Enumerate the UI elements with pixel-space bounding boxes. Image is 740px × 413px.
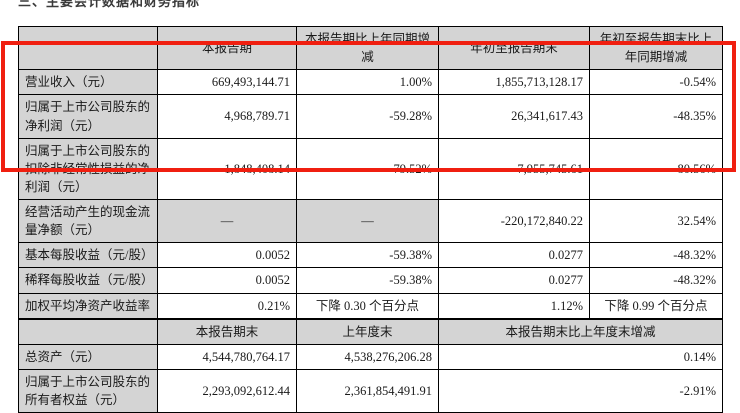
header-cell-ytd: 年初至报告期末 [438,25,590,71]
header-cell-period-end: 本报告期末 [157,318,297,345]
row-label-owners-equity: 归属于上市公司股东的所有者权益（元） [18,368,158,413]
cell-cash-flow-current-yoy: — [296,198,439,244]
cell-basic-eps-current-yoy: -59.38% [296,242,439,269]
cell-total-assets-prior-year-end: 4,538,276,206.28 [296,343,439,370]
table-row: 总资产（元） 4,544,780,764.17 4,538,276,206.28… [18,343,723,370]
cell-diluted-eps-ytd-yoy: -48.32% [589,267,723,294]
table-header-row: 本报告期 本报告期比上年同期增减 年初至报告期末 年初至报告期末比上年同期增减 [18,25,723,71]
row-label-weighted-roe: 加权平均净资产收益率 [18,292,158,319]
table-row: 经营活动产生的现金流量净额（元） — — -220,172,840.22 32.… [18,198,723,244]
cell-owners-equity-prior-year-end: 2,361,854,491.91 [296,368,439,413]
cell-total-assets-period-end: 4,544,780,764.17 [157,343,297,370]
cell-basic-eps-ytd: 0.0277 [438,242,590,269]
quarterly-results-table: 本报告期 本报告期比上年同期增减 年初至报告期末 年初至报告期末比上年同期增减 … [18,25,723,319]
table-row: 归属于上市公司股东的所有者权益（元） 2,293,092,612.44 2,36… [18,368,723,413]
cell-net-profit-excl-ytd-yoy: -80.56% [589,137,723,201]
table-row: 归属于上市公司股东的净利润（元） 4,968,789.71 -59.28% 26… [18,94,723,139]
cell-cash-flow-ytd: -220,172,840.22 [438,198,590,244]
cell-cash-flow-current: — [157,198,297,244]
table-row: 加权平均净资产收益率 0.21% 下降 0.30 个百分点 1.12% 下降 0… [18,292,723,319]
cell-net-profit-ytd-yoy: -48.35% [589,94,723,139]
cell-revenue-current: 669,493,144.71 [157,69,297,96]
table-header-row: 本报告期末 上年度末 本报告期末比上年度末增减 [18,318,723,345]
cell-diluted-eps-ytd: 0.0277 [438,267,590,294]
cell-net-profit-ytd: 26,341,617.43 [438,94,590,139]
header-cell-current-period: 本报告期 [157,25,297,71]
header-cell-blank-2 [18,318,158,345]
cell-cash-flow-ytd-yoy: 32.54% [589,198,723,244]
row-label-basic-eps: 基本每股收益（元/股） [18,242,158,269]
cell-diluted-eps-current-yoy: -59.38% [296,267,439,294]
header-cell-period-end-change: 本报告期末比上年度末增减 [438,318,723,345]
row-label-diluted-eps: 稀释每股收益（元/股） [18,267,158,294]
cell-revenue-current-yoy: 1.00% [296,69,439,96]
cell-net-profit-excl-ytd: 7,955,745.61 [438,137,590,201]
row-label-total-assets: 总资产（元） [18,343,158,370]
table-row: 基本每股收益（元/股） 0.0052 -59.38% 0.0277 -48.32… [18,242,723,269]
table-row: 稀释每股收益（元/股） 0.0052 -59.38% 0.0277 -48.32… [18,267,723,294]
cell-net-profit-excl-current-yoy: -79.52% [296,137,439,201]
cell-revenue-ytd: 1,855,713,128.17 [438,69,590,96]
header-cell-prior-year-end: 上年度末 [296,318,439,345]
cell-net-profit-current-yoy: -59.28% [296,94,439,139]
cell-roe-current-yoy: 下降 0.30 个百分点 [296,292,439,319]
cell-net-profit-excl-current: 1,848,408.14 [157,137,297,201]
cell-diluted-eps-current: 0.0052 [157,267,297,294]
financial-summary-table-container: 本报告期 本报告期比上年同期增减 年初至报告期末 年初至报告期末比上年同期增减 … [18,25,723,413]
row-label-revenue: 营业收入（元） [18,69,158,96]
cell-owners-equity-period-end: 2,293,092,612.44 [157,368,297,413]
balance-sheet-table: 本报告期末 上年度末 本报告期末比上年度末增减 总资产（元） 4,544,780… [18,318,723,413]
header-cell-current-period-yoy: 本报告期比上年同期增减 [296,25,439,71]
table-row: 归属于上市公司股东的扣除非经常性损益的净利润（元） 1,848,408.14 -… [18,137,723,201]
row-label-net-profit: 归属于上市公司股东的净利润（元） [18,94,158,139]
cell-roe-ytd-yoy: 下降 0.99 个百分点 [589,292,723,319]
row-label-operating-cash-flow: 经营活动产生的现金流量净额（元） [18,198,158,244]
cell-basic-eps-current: 0.0052 [157,242,297,269]
clipped-heading-text: 三、主要会计数据和财务指标 [18,0,201,9]
cell-owners-equity-change: -2.91% [438,368,723,413]
header-cell-ytd-yoy: 年初至报告期末比上年同期增减 [589,25,723,71]
cell-revenue-ytd-yoy: -0.54% [589,69,723,96]
cell-basic-eps-ytd-yoy: -48.32% [589,242,723,269]
cell-roe-current: 0.21% [157,292,297,319]
header-cell-blank [18,25,158,71]
cell-total-assets-change: 0.14% [438,343,723,370]
row-label-net-profit-excl-nonrecurring: 归属于上市公司股东的扣除非经常性损益的净利润（元） [18,137,158,201]
cell-roe-ytd: 1.12% [438,292,590,319]
cell-net-profit-current: 4,968,789.71 [157,94,297,139]
table-row: 营业收入（元） 669,493,144.71 1.00% 1,855,713,1… [18,69,723,96]
